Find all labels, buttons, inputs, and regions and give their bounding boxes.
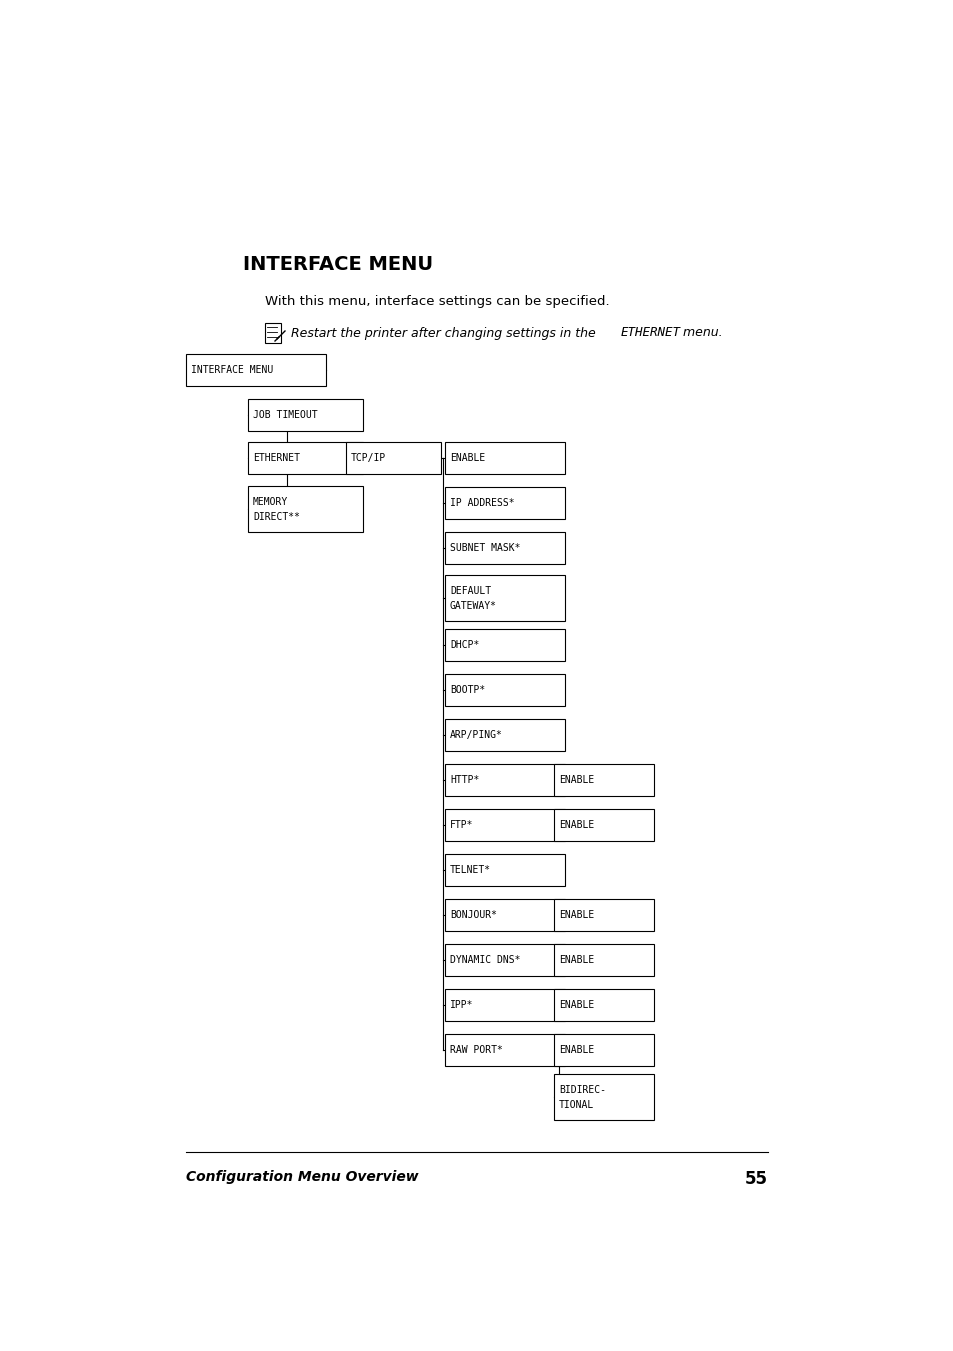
Text: INTERFACE MENU: INTERFACE MENU bbox=[243, 255, 433, 274]
Bar bbox=[554, 809, 654, 842]
Text: IPP*: IPP* bbox=[450, 1000, 473, 1011]
Bar bbox=[444, 719, 564, 751]
Text: TIONAL: TIONAL bbox=[558, 1100, 594, 1111]
Text: JOB TIMEOUT: JOB TIMEOUT bbox=[253, 409, 317, 420]
Text: TCP/IP: TCP/IP bbox=[351, 453, 386, 463]
Text: ENABLE: ENABLE bbox=[558, 1000, 594, 1011]
Bar bbox=[248, 442, 363, 474]
Text: DIRECT**: DIRECT** bbox=[253, 512, 299, 521]
Bar bbox=[248, 399, 363, 431]
Text: Restart the printer after changing settings in the: Restart the printer after changing setti… bbox=[291, 327, 599, 339]
Bar bbox=[554, 944, 654, 975]
Text: With this menu, interface settings can be specified.: With this menu, interface settings can b… bbox=[265, 295, 609, 308]
Bar bbox=[248, 486, 363, 532]
Text: DYNAMIC DNS*: DYNAMIC DNS* bbox=[450, 955, 520, 965]
Text: BONJOUR*: BONJOUR* bbox=[450, 911, 497, 920]
Text: FTP*: FTP* bbox=[450, 820, 473, 830]
Bar bbox=[186, 354, 326, 386]
Text: ENABLE: ENABLE bbox=[558, 955, 594, 965]
Bar bbox=[444, 442, 564, 474]
Text: IP ADDRESS*: IP ADDRESS* bbox=[450, 499, 514, 508]
Text: ARP/PING*: ARP/PING* bbox=[450, 730, 502, 740]
Bar bbox=[444, 674, 564, 707]
Bar bbox=[444, 486, 564, 519]
Text: GATEWAY*: GATEWAY* bbox=[450, 601, 497, 611]
Bar bbox=[554, 989, 654, 1021]
Text: ENABLE: ENABLE bbox=[450, 453, 485, 463]
Text: ETHERNET: ETHERNET bbox=[620, 327, 680, 339]
Bar bbox=[444, 944, 564, 975]
Bar bbox=[346, 442, 440, 474]
Text: HTTP*: HTTP* bbox=[450, 775, 478, 785]
Text: ENABLE: ENABLE bbox=[558, 775, 594, 785]
Text: DEFAULT: DEFAULT bbox=[450, 586, 491, 596]
Text: ENABLE: ENABLE bbox=[558, 911, 594, 920]
Text: RAW PORT*: RAW PORT* bbox=[450, 1046, 502, 1055]
Bar bbox=[444, 1034, 564, 1066]
Bar bbox=[554, 765, 654, 796]
Bar bbox=[444, 765, 564, 796]
Bar bbox=[444, 898, 564, 931]
Text: menu.: menu. bbox=[679, 327, 721, 339]
Bar bbox=[554, 1034, 654, 1066]
Bar bbox=[444, 809, 564, 842]
Text: ETHERNET: ETHERNET bbox=[253, 453, 299, 463]
Text: BIDIREC-: BIDIREC- bbox=[558, 1085, 605, 1096]
Bar bbox=[265, 323, 281, 343]
Text: 55: 55 bbox=[744, 1170, 767, 1188]
Bar bbox=[444, 854, 564, 886]
Text: ENABLE: ENABLE bbox=[558, 1046, 594, 1055]
Bar bbox=[444, 989, 564, 1021]
Bar bbox=[554, 1074, 654, 1120]
Text: ENABLE: ENABLE bbox=[558, 820, 594, 830]
Bar bbox=[444, 576, 564, 621]
Bar bbox=[554, 898, 654, 931]
Text: SUBNET MASK*: SUBNET MASK* bbox=[450, 543, 520, 553]
Bar bbox=[444, 532, 564, 563]
Text: TELNET*: TELNET* bbox=[450, 865, 491, 875]
Text: INTERFACE MENU: INTERFACE MENU bbox=[191, 365, 273, 376]
Text: MEMORY: MEMORY bbox=[253, 497, 288, 507]
Text: Configuration Menu Overview: Configuration Menu Overview bbox=[186, 1170, 418, 1183]
Bar bbox=[444, 630, 564, 661]
Text: DHCP*: DHCP* bbox=[450, 640, 478, 650]
Text: BOOTP*: BOOTP* bbox=[450, 685, 485, 694]
